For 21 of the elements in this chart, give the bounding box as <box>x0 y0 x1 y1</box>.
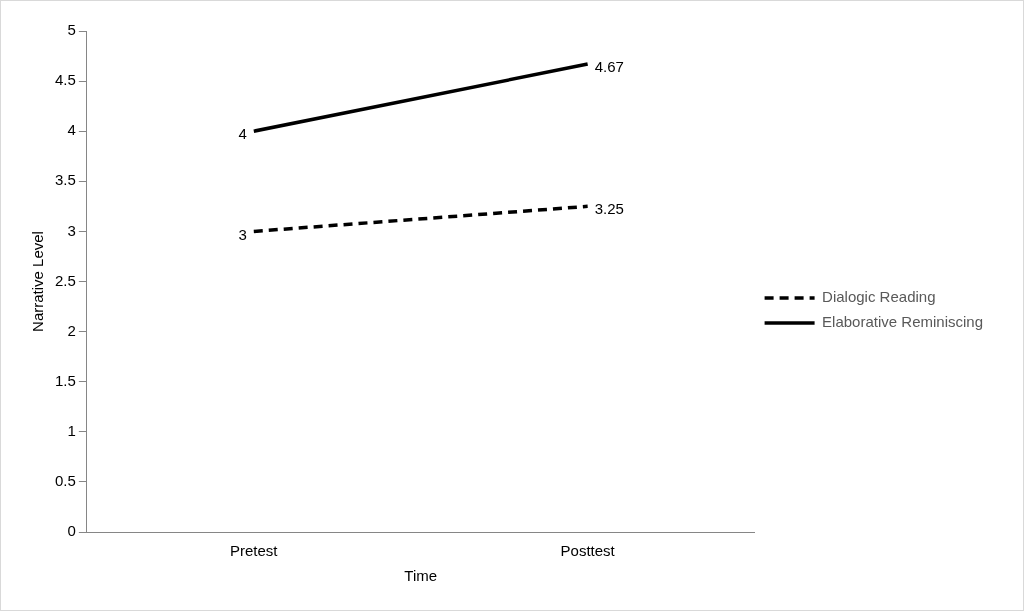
data-label: 3.25 <box>594 200 624 218</box>
y-tick-label: 4.5 <box>54 71 76 89</box>
y-tick-label: 0.5 <box>54 472 76 490</box>
y-tick-label: 5 <box>67 21 76 39</box>
y-tick-label: 2 <box>67 321 76 339</box>
data-label: 4.67 <box>594 58 624 76</box>
y-axis-title: Narrative Level <box>29 231 47 332</box>
legend-label: Dialogic Reading <box>822 288 936 306</box>
y-tick-label: 1.5 <box>54 371 76 389</box>
y-tick-label: 3.5 <box>54 171 76 189</box>
data-label: 4 <box>238 125 247 143</box>
y-tick-label: 4 <box>67 121 76 139</box>
y-tick-label: 2.5 <box>54 271 76 289</box>
x-tick-label: Posttest <box>560 542 616 560</box>
y-tick-label: 3 <box>67 221 76 239</box>
data-label: 3 <box>238 225 247 243</box>
x-axis-title: Time <box>404 567 438 585</box>
y-tick-label: 1 <box>67 421 76 439</box>
x-tick-label: Pretest <box>230 542 279 560</box>
y-tick-label: 0 <box>67 522 76 540</box>
legend-label: Elaborative Reminiscing <box>822 313 983 331</box>
